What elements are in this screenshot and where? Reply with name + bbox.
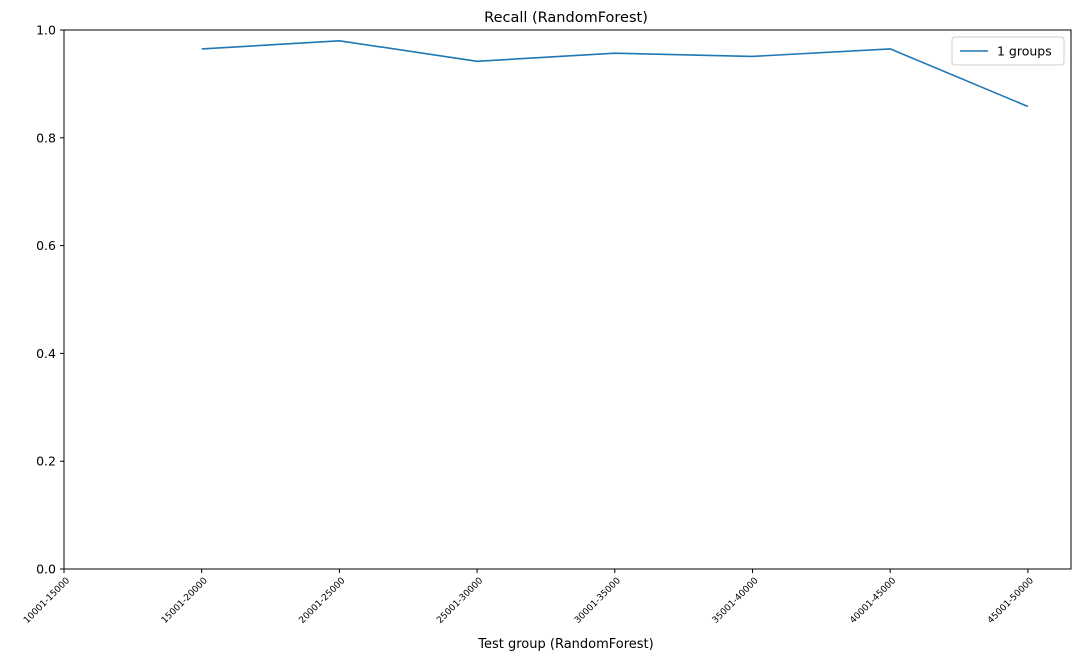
x-tick-label: 45001-50000: [986, 576, 1036, 626]
x-tick-label: 15001-20000: [160, 576, 210, 626]
legend: 1 groups: [951, 36, 1065, 66]
x-tick-label: 40001-45000: [848, 576, 898, 626]
axes-frame: [63, 29, 1072, 570]
x-tick-label: 35001-40000: [711, 576, 761, 626]
series-line: [201, 39, 1029, 108]
x-axis: 10001-15000 15001-20000 20001-25000 25001-3…: [22, 569, 1036, 626]
axes-border: [63, 29, 1072, 570]
y-tick-label: 0.2: [36, 454, 56, 469]
legend-label: 1 groups: [997, 44, 1052, 59]
chart-title: Recall (RandomForest): [484, 10, 648, 26]
x-axis-label: Test group (RandomForest): [477, 637, 653, 652]
y-tick-label: 0.6: [36, 238, 56, 253]
y-tick-label: 1.0: [36, 23, 56, 38]
plot-area: [201, 39, 1029, 108]
x-tick-label: 25001-30000: [435, 576, 485, 626]
x-tick-label: 10001-15000: [22, 576, 72, 626]
y-tick-label: 0.0: [36, 562, 56, 577]
legend-box: [951, 36, 1065, 66]
x-tick-label: 30001-35000: [573, 576, 623, 626]
y-axis: 0.0 0.2 0.4 0.6 0.8 1.0: [36, 23, 64, 577]
x-tick-label: 20001-25000: [298, 576, 348, 626]
y-tick-label: 0.4: [36, 346, 56, 361]
y-tick-label: 0.8: [36, 130, 56, 145]
